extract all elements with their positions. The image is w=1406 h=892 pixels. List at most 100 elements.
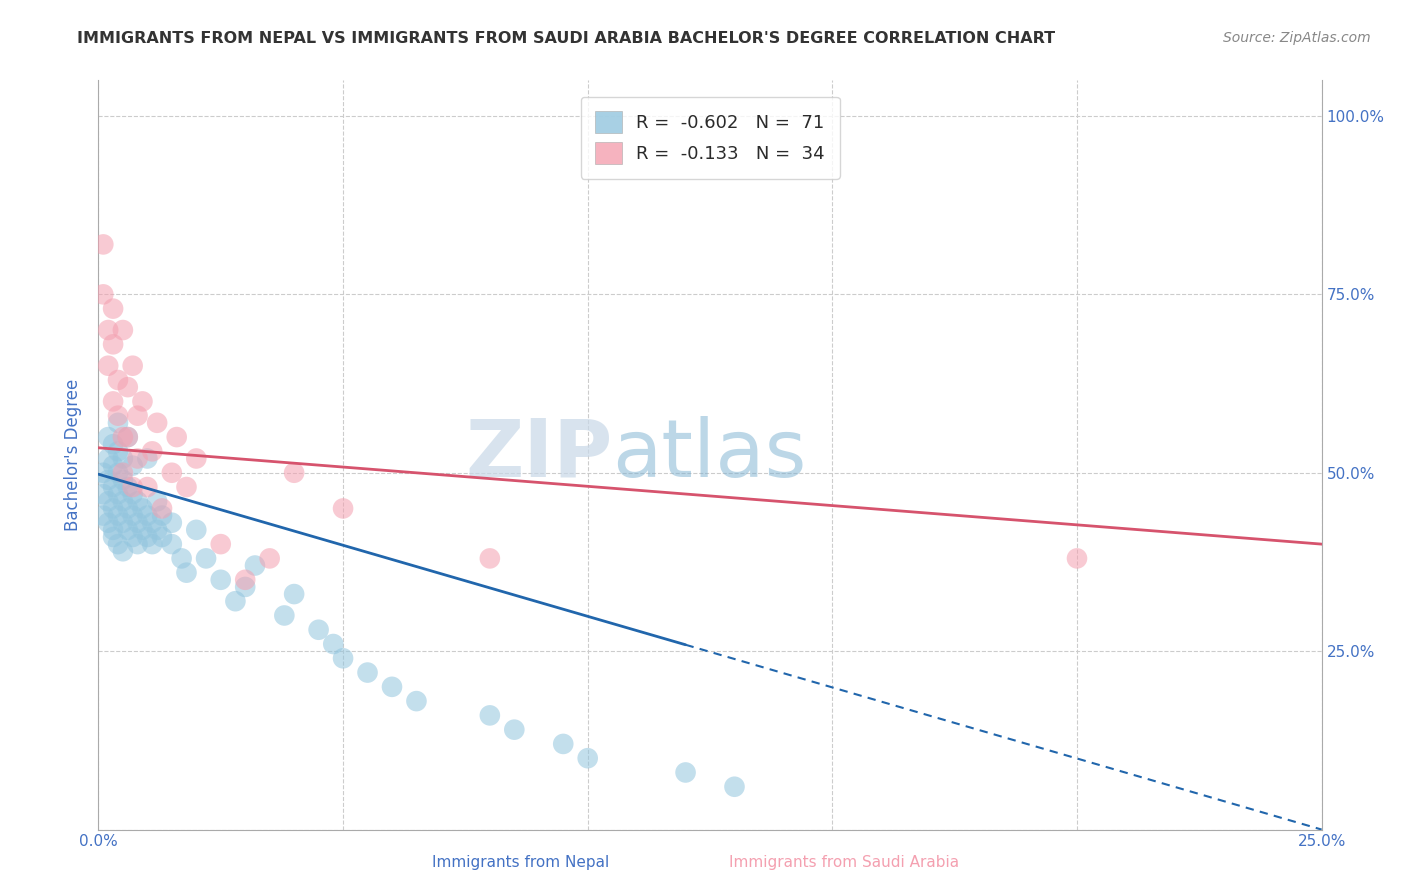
Point: [136, 480, 159, 494]
Point: [97, 451, 120, 466]
Point: [209, 573, 232, 587]
Point: [97, 473, 120, 487]
Point: [146, 523, 169, 537]
Point: [131, 501, 153, 516]
Point: [117, 430, 139, 444]
Point: [283, 466, 305, 480]
Point: [91, 237, 114, 252]
Point: [111, 323, 134, 337]
Point: [111, 494, 134, 508]
Point: [224, 594, 246, 608]
Point: [273, 608, 295, 623]
Point: [160, 537, 183, 551]
Point: [675, 765, 697, 780]
Point: [121, 480, 143, 494]
Point: [308, 623, 330, 637]
Point: [405, 694, 427, 708]
Point: [97, 494, 120, 508]
Y-axis label: Bachelor's Degree: Bachelor's Degree: [65, 379, 83, 531]
Point: [107, 487, 129, 501]
Point: [146, 416, 169, 430]
Point: [160, 516, 183, 530]
Text: IMMIGRANTS FROM NEPAL VS IMMIGRANTS FROM SAUDI ARABIA BACHELOR'S DEGREE CORRELAT: IMMIGRANTS FROM NEPAL VS IMMIGRANTS FROM…: [77, 31, 1056, 46]
Text: Immigrants from Nepal: Immigrants from Nepal: [432, 855, 609, 870]
Text: ZIP: ZIP: [465, 416, 612, 494]
Legend: R =  -0.602   N =  71, R =  -0.133   N =  34: R = -0.602 N = 71, R = -0.133 N = 34: [581, 97, 839, 178]
Point: [91, 487, 114, 501]
Point: [259, 551, 281, 566]
Point: [111, 451, 134, 466]
Point: [209, 537, 232, 551]
Point: [356, 665, 378, 680]
Point: [127, 516, 149, 530]
Point: [97, 359, 120, 373]
Point: [101, 523, 124, 537]
Point: [127, 537, 149, 551]
Point: [176, 566, 198, 580]
Point: [97, 430, 120, 444]
Point: [166, 430, 188, 444]
Point: [101, 437, 124, 451]
Point: [136, 508, 159, 523]
Point: [150, 530, 173, 544]
Point: [186, 523, 208, 537]
Point: [121, 487, 143, 501]
Point: [121, 359, 143, 373]
Point: [111, 430, 134, 444]
Point: [186, 451, 208, 466]
Point: [97, 323, 120, 337]
Point: [136, 530, 159, 544]
Point: [117, 523, 139, 537]
Point: [111, 516, 134, 530]
Point: [332, 501, 354, 516]
Point: [107, 409, 129, 423]
Point: [117, 380, 139, 394]
Point: [91, 466, 114, 480]
Point: [553, 737, 575, 751]
Point: [576, 751, 599, 765]
Point: [101, 530, 124, 544]
Point: [150, 501, 173, 516]
Point: [117, 480, 139, 494]
Point: [111, 473, 134, 487]
Point: [233, 573, 256, 587]
Point: [117, 430, 139, 444]
Point: [283, 587, 305, 601]
Point: [97, 516, 120, 530]
Point: [121, 530, 143, 544]
Point: [111, 544, 134, 558]
Point: [107, 508, 129, 523]
Point: [723, 780, 745, 794]
Point: [111, 466, 134, 480]
Point: [107, 416, 129, 430]
Point: [1066, 551, 1088, 566]
Point: [101, 501, 124, 516]
Point: [136, 451, 159, 466]
Point: [478, 551, 501, 566]
Point: [121, 458, 143, 473]
Point: [381, 680, 404, 694]
Text: Source: ZipAtlas.com: Source: ZipAtlas.com: [1223, 31, 1371, 45]
Point: [101, 480, 124, 494]
Point: [127, 409, 149, 423]
Point: [117, 501, 139, 516]
Point: [233, 580, 256, 594]
Text: atlas: atlas: [612, 416, 807, 494]
Point: [131, 523, 153, 537]
Text: Immigrants from Saudi Arabia: Immigrants from Saudi Arabia: [728, 855, 959, 870]
Point: [243, 558, 266, 573]
Point: [91, 508, 114, 523]
Point: [141, 516, 163, 530]
Point: [91, 287, 114, 301]
Point: [332, 651, 354, 665]
Point: [127, 494, 149, 508]
Point: [150, 508, 173, 523]
Point: [107, 466, 129, 480]
Point: [107, 537, 129, 551]
Point: [160, 466, 183, 480]
Point: [101, 394, 124, 409]
Point: [127, 451, 149, 466]
Point: [121, 508, 143, 523]
Point: [170, 551, 193, 566]
Point: [195, 551, 218, 566]
